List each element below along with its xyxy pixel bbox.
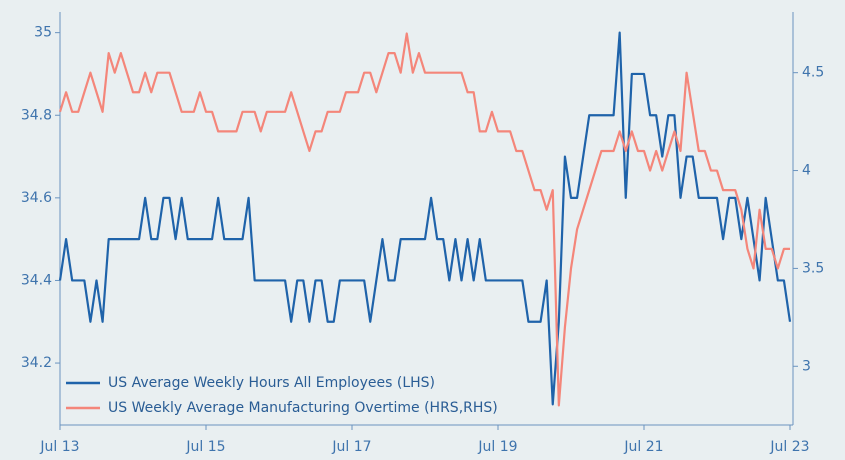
y-tick-label: 34.8 [21, 107, 52, 123]
line-series [58, 31, 792, 406]
y2-tick-label: 4 [802, 163, 811, 179]
x-tick-label: Jul 21 [623, 439, 663, 455]
y2-tick-label: 4.5 [802, 65, 824, 81]
x-tick-label: Jul 17 [331, 439, 371, 455]
y-tick-label: 34.2 [21, 355, 52, 371]
line-series [58, 32, 790, 407]
x-tick-label: Jul 13 [39, 439, 79, 455]
x-tick-label: Jul 15 [185, 439, 225, 455]
x-tick-label: Jul 23 [769, 439, 809, 455]
y-tick-label: 35 [34, 25, 52, 41]
y-tick-label: 34.4 [21, 272, 52, 288]
y2-tick-label: 3 [802, 358, 811, 374]
y2-tick-label: 3.5 [802, 260, 824, 276]
y-tick-label: 34.6 [21, 190, 52, 206]
x-tick-label: Jul 19 [477, 439, 517, 455]
legend-label: US Weekly Average Manufacturing Overtime… [108, 400, 498, 416]
legend-label: US Average Weekly Hours All Employees (L… [108, 375, 435, 391]
